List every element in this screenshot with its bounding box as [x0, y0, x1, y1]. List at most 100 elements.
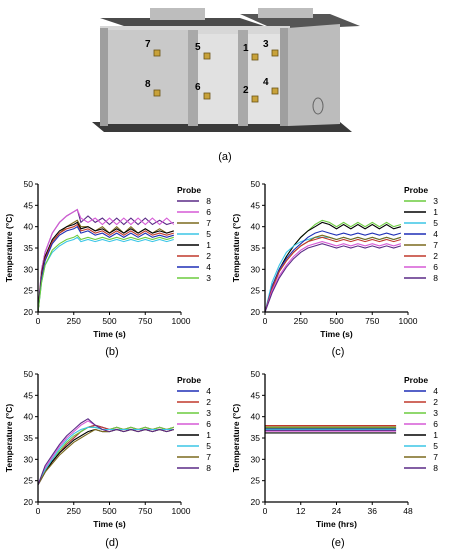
label-e: (e)	[331, 537, 344, 549]
x-tick-label-e: 12	[296, 506, 306, 516]
y-tick-label-b: 20	[24, 307, 34, 317]
series-line-c-8	[264, 243, 402, 313]
x-tick-label-b: 750	[138, 316, 152, 326]
series-line-b-2	[37, 223, 174, 313]
legend-label-b-8: 8	[206, 196, 211, 206]
y-tick-label-e: 45	[251, 390, 261, 400]
probe-label-8: 8	[145, 79, 151, 90]
x-tick-label-b: 0	[36, 316, 41, 326]
label-b: (b)	[105, 346, 118, 358]
legend-label-e-2: 2	[433, 397, 438, 407]
legend-label-c-1: 1	[433, 207, 438, 217]
legend-label-e-3: 3	[433, 408, 438, 418]
probe-label-1: 1	[243, 43, 249, 54]
legend-label-c-6: 6	[433, 262, 438, 272]
legend-label-b-6: 6	[206, 207, 211, 217]
right-side-panel	[288, 24, 340, 126]
series-line-d-5	[37, 426, 174, 486]
x-tick-label-c: 1000	[399, 316, 418, 326]
probe-sensor-2	[251, 95, 259, 103]
y-tick-label-b: 40	[24, 222, 34, 232]
legend-label-e-4: 4	[433, 386, 438, 396]
legend-title-b: Probe	[177, 185, 201, 195]
x-tick-label-d: 1000	[172, 506, 191, 516]
x-tick-label-b: 250	[67, 316, 81, 326]
series-line-c-1	[264, 221, 402, 313]
y-tick-label-e: 25	[251, 476, 261, 486]
y-tick-label-b: 30	[24, 264, 34, 274]
label-a: (a)	[218, 151, 231, 163]
series-line-b-5	[37, 236, 174, 313]
legend-label-c-8: 8	[433, 273, 438, 283]
legend-label-d-5: 5	[206, 441, 211, 451]
probe-label-3: 3	[263, 39, 269, 50]
side-port	[312, 97, 324, 115]
y-tick-label-c: 40	[251, 222, 261, 232]
label-c: (c)	[332, 346, 345, 358]
y-tick-label-e: 20	[251, 497, 261, 507]
left-column	[100, 28, 108, 126]
x-axis-label-c: Time (s)	[320, 329, 353, 339]
divider-1	[188, 30, 198, 126]
y-tick-label-d: 20	[24, 497, 34, 507]
y-tick-label-e: 40	[251, 412, 261, 422]
y-tick-label-b: 50	[24, 179, 34, 189]
x-tick-label-d: 750	[138, 506, 152, 516]
x-axis-label-d: Time (s)	[93, 519, 126, 529]
x-tick-label-c: 500	[329, 316, 343, 326]
legend-label-c-2: 2	[433, 251, 438, 261]
probe-label-2: 2	[243, 85, 249, 96]
x-tick-label-c: 250	[294, 316, 308, 326]
legend-label-c-3: 3	[433, 196, 438, 206]
x-tick-label-d: 0	[36, 506, 41, 516]
x-tick-label-e: 36	[368, 506, 378, 516]
y-tick-label-c: 50	[251, 179, 261, 189]
probe-label-6: 6	[195, 82, 201, 93]
x-tick-label-c: 0	[263, 316, 268, 326]
legend-label-c-5: 5	[433, 218, 438, 228]
y-tick-label-d: 45	[24, 390, 34, 400]
y-tick-label-d: 40	[24, 412, 34, 422]
legend-label-e-7: 7	[433, 452, 438, 462]
y-tick-label-b: 25	[24, 286, 34, 296]
series-line-c-5	[264, 236, 402, 313]
legend-label-b-1: 1	[206, 240, 211, 250]
probe-sensor-3	[271, 49, 279, 57]
probe-sensor-6	[203, 92, 211, 100]
lid-hinge-right	[258, 8, 313, 18]
probe-sensor-4	[271, 87, 279, 95]
legend-label-c-7: 7	[433, 240, 438, 250]
x-tick-label-e: 24	[332, 506, 342, 516]
y-axis-label-b: Temperature (°C)	[4, 214, 14, 283]
series-line-b-6	[37, 208, 175, 313]
probe-sensor-8	[153, 89, 161, 97]
y-tick-label-d: 30	[24, 454, 34, 464]
y-tick-label-b: 35	[24, 243, 34, 253]
y-tick-label-e: 30	[251, 454, 261, 464]
legend-label-b-7: 7	[206, 218, 211, 228]
legend-label-d-2: 2	[206, 397, 211, 407]
probe-markers: 7 8 5 6 1 2 3 4	[145, 39, 279, 103]
legend-title-c: Probe	[404, 185, 428, 195]
x-tick-label-d: 250	[67, 506, 81, 516]
y-tick-label-c: 35	[251, 243, 261, 253]
legend-label-b-2: 2	[206, 251, 211, 261]
legend-label-c-4: 4	[433, 229, 438, 239]
probe-sensor-5	[203, 52, 211, 60]
series-line-b-3	[37, 234, 174, 313]
legend-label-b-5: 5	[206, 229, 211, 239]
y-tick-label-e: 50	[251, 369, 261, 379]
x-tick-label-b: 500	[102, 316, 116, 326]
x-axis-label-b: Time (s)	[93, 329, 126, 339]
divider-2	[238, 30, 248, 126]
legend-label-e-5: 5	[433, 441, 438, 451]
legend-label-b-3: 3	[206, 273, 211, 283]
legend-title-d: Probe	[177, 375, 201, 385]
enclosure-diagram: 7 8 5 6 1 2 3 4	[92, 8, 360, 132]
y-tick-label-c: 45	[251, 200, 261, 210]
y-axis-label-d: Temperature (°C)	[4, 404, 14, 473]
legend-label-e-6: 6	[433, 419, 438, 429]
